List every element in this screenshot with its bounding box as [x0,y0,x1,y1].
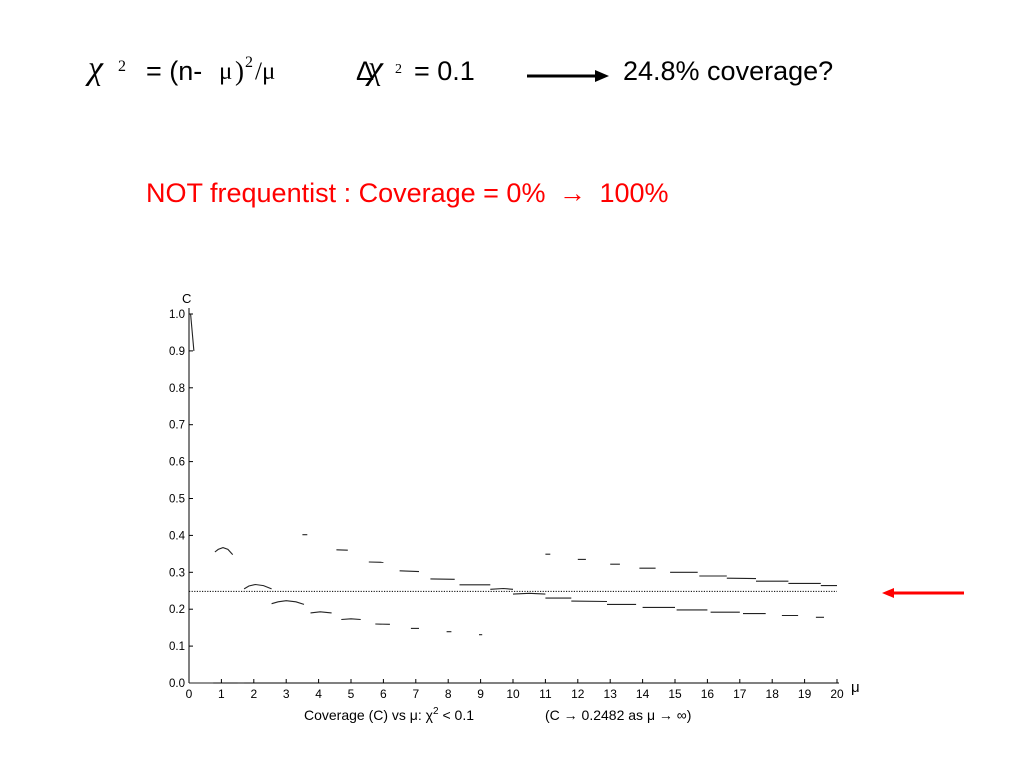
x-tick-label: 4 [315,687,322,701]
chi-symbol: χ [88,50,103,87]
caption-left: Coverage (C) vs μ: χ [304,707,434,723]
x-tick-label: 3 [283,687,290,701]
y-tick-label: 0.2 [169,604,185,616]
x-tick-label: 7 [412,687,419,701]
coverage-segment [512,592,546,595]
y-tick-label: 0.4 [169,530,186,542]
x-tick-label: 0 [186,687,193,701]
chart-caption: Coverage (C) vs μ: χ2 < 0.1 [304,706,474,723]
coverage-segment [490,587,514,590]
coverage-segment [271,600,305,605]
x-tick-label: 6 [380,687,387,701]
y-tick-label: 0.1 [169,641,185,653]
y-tick-label: 0.5 [169,494,185,506]
x-axis-label: μ [851,679,860,696]
y-tick-label: 0.3 [169,567,185,579]
coverage-segment [214,547,234,555]
y-tick-label: 1.0 [169,309,185,321]
coverage-result: 24.8% coverage? [623,56,834,86]
x-tick-label: 18 [766,687,780,701]
y-tick-label: 0.7 [169,420,185,432]
caption-mid: < 0.1 [439,707,475,723]
x-tick-label: 17 [733,687,747,701]
x-tick-label: 13 [604,687,618,701]
chi-power: 2 [118,58,126,75]
formula-close-paren: ) [235,56,244,86]
x-tick-label: 5 [348,687,355,701]
x-tick-label: 8 [445,687,452,701]
y-tick-label: 0.0 [169,678,185,690]
subtitle-end: 100% [599,178,669,208]
x-tick-label: 10 [506,687,520,701]
chart-series [189,313,837,684]
x-tick-label: 14 [636,687,650,701]
x-tick-label: 9 [477,687,484,701]
formula-mu: μ [219,58,233,85]
delta-symbol: Δ [356,56,375,86]
y-tick-label: 0.8 [169,383,185,395]
y-axis-label: C [182,291,191,306]
x-tick-label: 1 [218,687,225,701]
x-tick-label: 15 [668,687,682,701]
subtitle: NOT frequentist : Coverage = 0% → 100% [146,178,669,209]
subtitle-arrow-icon: → [558,178,586,208]
pointer-arrow [882,588,964,598]
x-tick-label: 12 [571,687,585,701]
y-tick-label: 0.9 [169,346,185,358]
delta-value: = 0.1 [414,56,475,86]
coverage-segment [243,583,272,590]
caption-sup: 2 [433,706,439,717]
delta-chi-power: 2 [395,62,402,77]
x-tick-label: 16 [701,687,715,701]
x-tick-label: 2 [250,687,257,701]
chart-axes: 0.00.10.20.30.40.50.60.70.80.91.00 1 2 3 4 5 6… [169,308,844,701]
formula-lhs: = (n- [146,56,203,86]
subtitle-text: NOT frequentist : Coverage = 0% [146,178,546,208]
coverage-segment [399,570,420,573]
x-tick-label: 11 [539,687,552,701]
formula-slash-mu: /μ [255,58,276,85]
x-tick-label: 20 [830,687,844,701]
formula-power: 2 [245,54,253,71]
x-tick-label: 19 [798,687,812,701]
coverage-segment [190,313,195,351]
chart-caption-limit: (C → 0.2482 as μ → ∞) [545,707,691,723]
delta-chi-symbol: χ [368,50,383,87]
coverage-segment [310,611,332,614]
result-arrow [527,70,609,82]
coverage-segment [341,618,361,621]
y-tick-label: 0.6 [169,457,185,469]
